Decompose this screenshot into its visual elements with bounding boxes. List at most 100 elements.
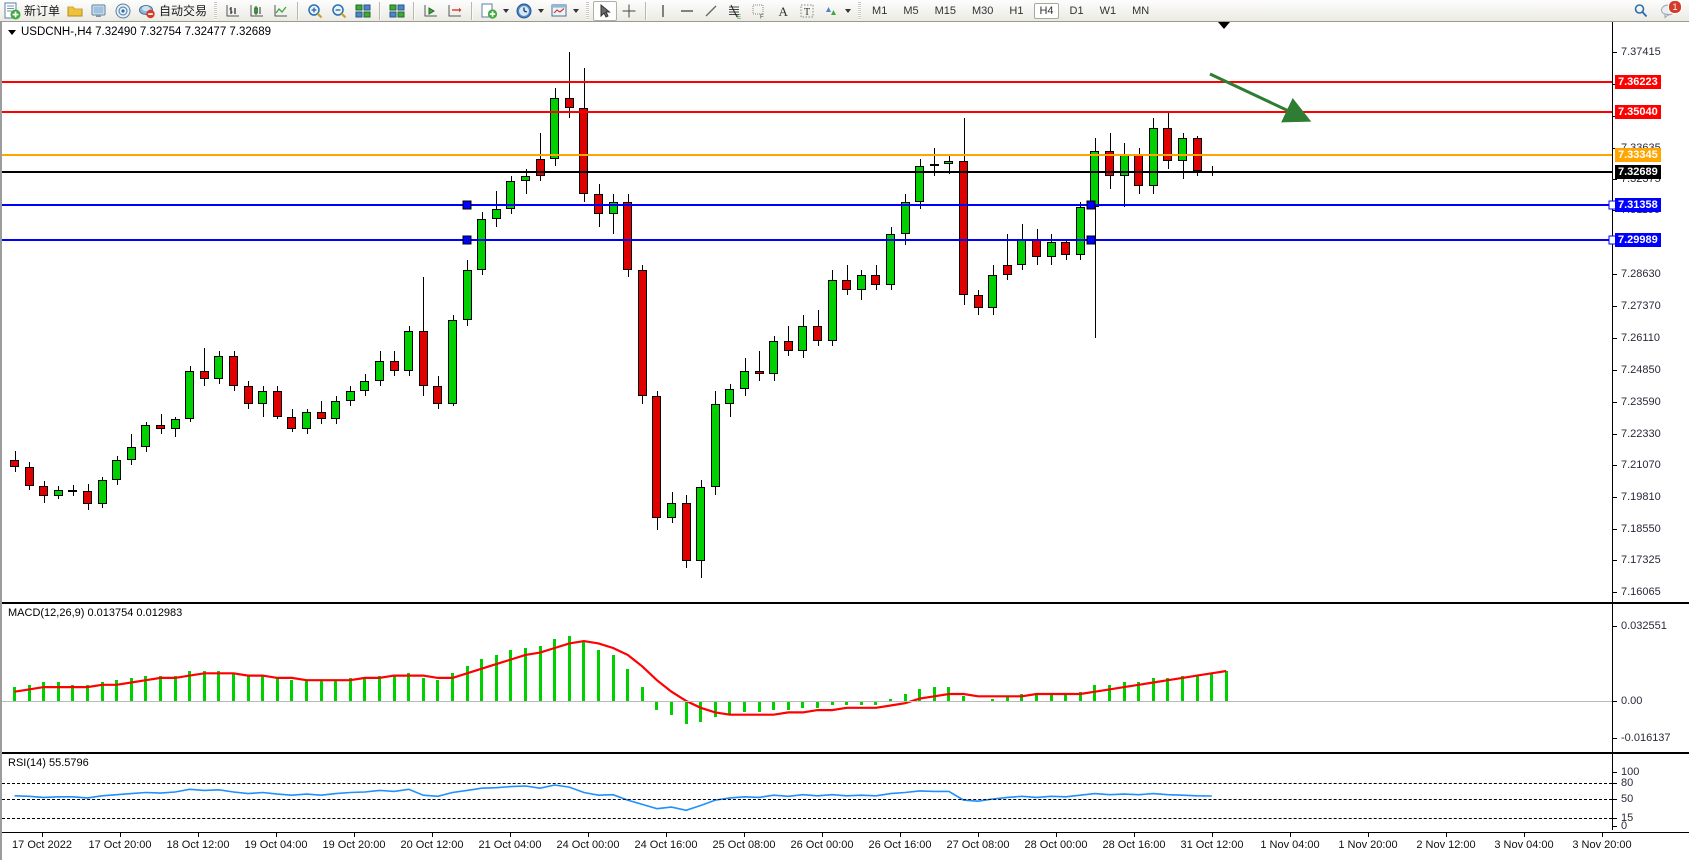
macd-bar — [699, 700, 703, 722]
time-tick — [822, 833, 823, 837]
expert-advisor-button[interactable]: 自动交易 — [135, 1, 210, 21]
candle-wick — [540, 133, 541, 182]
candle-body — [258, 391, 268, 404]
navigator-button[interactable] — [111, 1, 135, 21]
rsi-tick-label: 50 — [1621, 793, 1634, 805]
timeframe-w1[interactable]: W1 — [1099, 4, 1117, 17]
timeframe-h4[interactable]: H4 — [1034, 2, 1059, 19]
macd-bar — [1093, 684, 1097, 701]
toolbar-grip-2[interactable] — [586, 1, 590, 20]
macd-pane[interactable]: MACD(12,26,9) 0.013754 0.012983 0.032551… — [2, 602, 1689, 750]
price-tick — [1613, 497, 1617, 499]
level-line-resistance-2[interactable] — [2, 81, 1612, 84]
period-button[interactable] — [512, 1, 547, 21]
shapes-button[interactable] — [819, 1, 854, 21]
notifications-button[interactable]: 1 — [1657, 0, 1682, 21]
svg-text:E: E — [737, 14, 741, 20]
fibonacci-fan-button[interactable]: F — [747, 1, 771, 21]
text-button[interactable]: A — [771, 1, 795, 21]
timeframe-m30[interactable]: M30 — [972, 4, 994, 17]
level-line-pivot[interactable] — [2, 153, 1612, 156]
level-handle-support-2[interactable] — [1086, 235, 1096, 245]
macd-tick-label: -0.016137 — [1621, 732, 1671, 744]
tile-windows-button[interactable] — [351, 1, 375, 21]
chevron-down-icon-2[interactable] — [538, 8, 545, 13]
chevron-down-icon-4[interactable] — [845, 8, 852, 13]
timeframe-m5[interactable]: M5 — [903, 4, 919, 17]
folder-button[interactable] — [63, 1, 87, 21]
level-line-support-1[interactable] — [2, 204, 1612, 207]
candle-body — [506, 181, 516, 210]
macd-tick-label: 0.032551 — [1621, 620, 1667, 632]
timeframe-mn[interactable]: MN — [1132, 4, 1150, 17]
price-tick — [1613, 337, 1617, 339]
fibonacci-fan-icon: F — [750, 2, 768, 20]
price-tick-label: 7.21070 — [1621, 459, 1661, 472]
candle-body — [331, 401, 341, 420]
zoom-out-button[interactable] — [327, 1, 351, 21]
rsi-pane[interactable]: RSI(14) 55.5796 100 80 50 15 0 — [2, 752, 1689, 832]
macd-bar — [801, 700, 805, 708]
chart-window[interactable]: USDCNH-,H4 7.32490 7.32754 7.32477 7.326… — [0, 22, 1689, 860]
toolbar-grip[interactable] — [214, 1, 218, 20]
price-tick-label: 7.37415 — [1621, 46, 1661, 58]
candlestick-chart-button[interactable] — [245, 1, 269, 21]
timeframe-d1[interactable]: D1 — [1069, 4, 1084, 17]
candle-body — [24, 467, 34, 487]
price-tick-label: 7.26110 — [1621, 331, 1660, 344]
timeframe-m1[interactable]: M1 — [872, 4, 888, 17]
fibonacci-button[interactable]: E — [723, 1, 747, 21]
chart-menu-caret-icon[interactable] — [8, 29, 16, 35]
templates-icon — [550, 2, 568, 20]
macd-bar — [655, 700, 659, 711]
level-line-resistance-1[interactable] — [2, 111, 1612, 114]
line-chart-button[interactable] — [269, 1, 293, 21]
market-watch-button[interactable] — [87, 1, 111, 21]
level-line-current-price[interactable] — [2, 170, 1612, 173]
level-handle-support-2[interactable] — [462, 235, 472, 245]
text-label-button[interactable]: T — [795, 1, 819, 21]
vertical-line-button[interactable] — [651, 1, 675, 21]
grid-button[interactable] — [385, 1, 409, 21]
auto-scroll-button[interactable] — [419, 1, 443, 21]
crosshair-tool-button[interactable] — [617, 1, 641, 21]
timeframe-m15[interactable]: M15 — [934, 4, 956, 17]
price-tick-label: 7.22330 — [1621, 427, 1661, 440]
add-indicator-button[interactable] — [477, 1, 512, 21]
zoom-in-button[interactable] — [303, 1, 327, 21]
macd-bar — [188, 670, 192, 701]
toolbar-grip-3[interactable] — [858, 1, 862, 20]
macd-bar — [524, 647, 527, 701]
time-tick — [744, 833, 745, 837]
candle-body — [1148, 128, 1158, 187]
candle-body — [404, 330, 414, 372]
candle-body — [185, 371, 195, 420]
chevron-down-icon-3[interactable] — [573, 8, 580, 13]
chart-shift-button[interactable] — [443, 1, 467, 21]
macd-bar — [290, 680, 294, 701]
search-button[interactable] — [1629, 1, 1653, 21]
trendline-button[interactable] — [699, 1, 723, 21]
level-handle-support-1[interactable] — [1086, 200, 1096, 210]
time-tick-label: 26 Oct 16:00 — [868, 839, 932, 851]
macd-bar — [1108, 684, 1111, 701]
level-line-support-2[interactable] — [2, 238, 1612, 241]
chart-scroll-caret[interactable] — [1218, 22, 1230, 29]
macd-bar — [640, 687, 644, 701]
price-tick — [1613, 433, 1617, 435]
bar-chart-button[interactable] — [221, 1, 245, 21]
cursor-tool-button[interactable] — [593, 0, 618, 21]
price-tick — [1613, 369, 1617, 371]
new-order-label: 新订单 — [24, 4, 61, 18]
macd-signal-line — [14, 639, 1227, 716]
trendline-icon — [702, 2, 720, 20]
level-handle-support-1[interactable] — [462, 200, 472, 210]
time-tick-label: 18 Oct 12:00 — [166, 839, 230, 851]
timeframe-h1[interactable]: H1 — [1009, 4, 1024, 17]
templates-button[interactable] — [547, 1, 582, 21]
horizontal-line-button[interactable] — [675, 1, 699, 21]
chevron-down-icon[interactable] — [503, 8, 510, 13]
new-order-button[interactable]: 新订单 — [0, 1, 63, 21]
macd-bar — [275, 677, 279, 701]
price-pane[interactable]: USDCNH-,H4 7.32490 7.32754 7.32477 7.326… — [2, 22, 1689, 830]
